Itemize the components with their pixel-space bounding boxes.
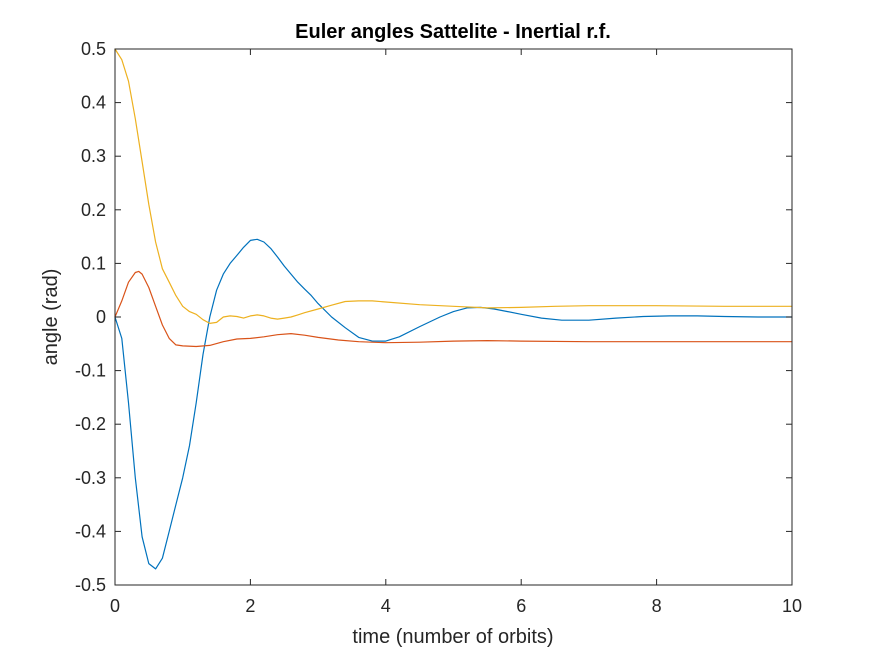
x-tick-label: 10	[782, 596, 802, 616]
y-axis-label: angle (rad)	[40, 269, 62, 366]
x-axis: 0 2 4 6 8 10	[110, 49, 802, 616]
y-tick-label: -0.5	[75, 575, 106, 595]
y-tick-label: -0.3	[75, 468, 106, 488]
x-tick-label: 0	[110, 596, 120, 616]
y-tick-label: 0.2	[81, 200, 106, 220]
y-tick-label: 0.1	[81, 253, 106, 273]
y-tick-label: 0.3	[81, 146, 106, 166]
y-axis: -0.5 -0.4 -0.3 -0.2 -0.1 0 0.1 0.2 0.3 0.4 0.5	[75, 39, 792, 595]
series-line-1	[114, 238, 793, 570]
y-tick-label: -0.4	[75, 521, 106, 541]
x-tick-label: 6	[516, 596, 526, 616]
series-layer	[114, 48, 793, 570]
y-tick-label: 0.4	[81, 93, 106, 113]
x-tick-label: 4	[381, 596, 391, 616]
y-tick-label: 0	[96, 307, 106, 327]
x-axis-label: time (number of orbits)	[352, 626, 553, 648]
y-tick-label: -0.2	[75, 414, 106, 434]
x-tick-label: 8	[652, 596, 662, 616]
series-line-3	[114, 48, 793, 324]
y-tick-label: -0.1	[75, 361, 106, 381]
chart-title: Euler angles Sattelite - Inertial r.f.	[295, 21, 611, 43]
axes-background	[115, 49, 792, 585]
series-line-2	[114, 270, 793, 348]
y-tick-label: 0.5	[81, 39, 106, 59]
x-tick-label: 2	[245, 596, 255, 616]
